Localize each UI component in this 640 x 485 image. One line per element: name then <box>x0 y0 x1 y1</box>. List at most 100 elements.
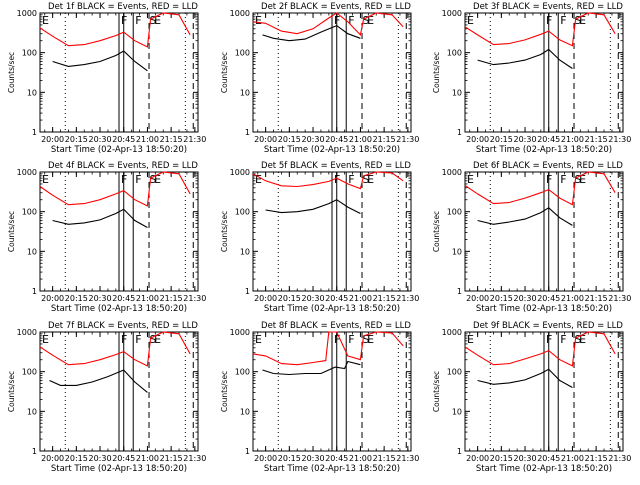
y-tick-label: 1000 <box>17 328 37 337</box>
series-line-lld <box>39 171 191 207</box>
marker-letter: S <box>574 333 581 346</box>
y-tick-label: 10 <box>452 88 462 97</box>
y-tick-label: 10 <box>240 88 250 97</box>
y-tick-label: 1000 <box>230 168 250 177</box>
series-line-lld <box>252 171 404 190</box>
detector-panel: Det 7f BLACK = Events, RED = LLD 1 10 100 10… <box>7 321 206 474</box>
marker-letter: F <box>546 14 552 27</box>
x-tick-label: 20:15 <box>490 294 513 303</box>
series-line-events <box>265 199 361 214</box>
x-tick-label: 20:30 <box>514 294 537 303</box>
x-tick-label: 20:15 <box>490 135 513 144</box>
y-tick-label: 10 <box>452 407 462 416</box>
series-line-events <box>52 50 148 72</box>
x-axis-label: Start Time (02-Apr-13 18:50:20) <box>476 145 612 155</box>
y-tick-label: 1000 <box>442 9 462 18</box>
marker-letter: E <box>255 173 262 186</box>
y-tick-label: 1 <box>245 447 250 456</box>
x-tick-label: 20:45 <box>112 454 135 463</box>
y-tick-label: 1 <box>32 128 37 137</box>
x-tick-label: 20:00 <box>41 294 64 303</box>
detector-panel: Det 2f BLACK = Events, RED = LLD 1 10 100 10… <box>220 2 419 155</box>
marker-letter: E <box>255 333 262 346</box>
marker-letter: F <box>334 173 340 186</box>
x-tick-label: 21:15 <box>585 135 608 144</box>
y-tick-label: 1 <box>32 447 37 456</box>
marker-letter: F <box>334 333 340 346</box>
series-line-lld <box>39 12 191 48</box>
x-tick-label: 20:00 <box>466 294 489 303</box>
series-line-lld <box>464 331 616 367</box>
marker-letter: F <box>135 173 141 186</box>
x-axis-label: Start Time (02-Apr-13 18:50:20) <box>51 464 187 474</box>
marker-letter: F <box>546 173 552 186</box>
x-tick-label: 20:45 <box>537 454 560 463</box>
x-tick-label: 21:00 <box>349 135 372 144</box>
x-tick-label: 21:30 <box>183 294 206 303</box>
marker-letter: F <box>560 333 566 346</box>
marker-letter: F <box>135 333 141 346</box>
detector-panel: Det 6f BLACK = Events, RED = LLD 1 10 100 10… <box>432 161 631 314</box>
x-tick-label: 21:00 <box>136 454 159 463</box>
marker-letter: F <box>121 333 127 346</box>
detector-panel: Det 4f BLACK = Events, RED = LLD 1 10 100 10… <box>7 161 206 314</box>
x-tick-label: 21:15 <box>160 294 183 303</box>
y-tick-label: 10 <box>27 247 37 256</box>
x-tick-label: 21:15 <box>585 454 608 463</box>
y-tick-label: 100 <box>235 368 250 377</box>
x-tick-label: 21:00 <box>561 294 584 303</box>
marker-letter: E <box>467 333 474 346</box>
x-tick-label: 20:15 <box>278 135 301 144</box>
marker-letter: E <box>579 173 586 186</box>
y-tick-label: 1 <box>245 287 250 296</box>
y-tick-label: 10 <box>240 247 250 256</box>
x-axis-label: Start Time (02-Apr-13 18:50:20) <box>264 145 400 155</box>
marker-letter: F <box>135 14 141 27</box>
marker-letter: S <box>149 14 156 27</box>
y-tick-label: 1 <box>32 287 37 296</box>
detector-panel: Det 3f BLACK = Events, RED = LLD 1 10 100 10… <box>432 2 631 155</box>
marker-letter: F <box>560 173 566 186</box>
x-tick-label: 20:15 <box>65 454 88 463</box>
x-tick-label: 21:15 <box>160 135 183 144</box>
y-axis-label: Counts/sec <box>432 211 441 252</box>
panel-title: Det 6f BLACK = Events, RED = LLD <box>473 161 623 171</box>
x-axis-label: Start Time (02-Apr-13 18:50:20) <box>476 304 612 314</box>
y-tick-label: 1000 <box>442 168 462 177</box>
x-tick-label: 20:30 <box>89 135 112 144</box>
x-tick-label: 20:00 <box>41 454 64 463</box>
x-tick-label: 21:15 <box>373 135 396 144</box>
marker-letter: E <box>367 14 374 27</box>
x-tick-label: 20:15 <box>490 454 513 463</box>
x-tick-label: 21:00 <box>136 135 159 144</box>
y-tick-label: 1 <box>457 128 462 137</box>
panel-title: Det 1f BLACK = Events, RED = LLD <box>48 2 198 12</box>
marker-letter: E <box>467 14 474 27</box>
x-tick-label: 21:30 <box>608 294 631 303</box>
panel-title: Det 8f BLACK = Events, RED = LLD <box>261 321 411 331</box>
x-tick-label: 21:00 <box>349 294 372 303</box>
y-axis-label: Counts/sec <box>432 52 441 93</box>
series-line-lld <box>252 12 404 37</box>
x-tick-label: 20:45 <box>537 135 560 144</box>
y-tick-label: 100 <box>22 208 37 217</box>
x-tick-label: 21:30 <box>608 454 631 463</box>
x-tick-label: 20:30 <box>89 294 112 303</box>
x-tick-label: 21:15 <box>585 294 608 303</box>
marker-letter: S <box>362 14 369 27</box>
marker-letter: F <box>348 333 354 346</box>
x-tick-label: 20:30 <box>302 454 325 463</box>
y-axis-label: Counts/sec <box>7 371 16 412</box>
marker-letter: S <box>574 173 581 186</box>
y-tick-label: 100 <box>235 208 250 217</box>
series-line-lld <box>252 331 404 366</box>
series-line-events <box>477 368 573 388</box>
series-line-events <box>262 360 361 376</box>
x-tick-label: 20:15 <box>278 454 301 463</box>
series-line-events <box>262 24 361 42</box>
y-axis-label: Counts/sec <box>7 211 16 252</box>
x-tick-label: 21:30 <box>608 135 631 144</box>
x-axis-label: Start Time (02-Apr-13 18:50:20) <box>264 464 400 474</box>
y-tick-label: 100 <box>22 368 37 377</box>
